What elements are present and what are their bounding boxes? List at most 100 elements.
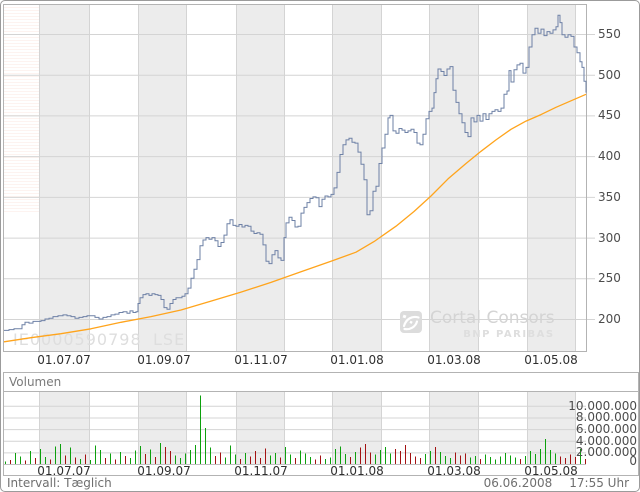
interval-label: Intervall: Tæglich: [7, 475, 112, 490]
volume-bar: [515, 457, 517, 464]
volume-bar: [385, 447, 387, 464]
volume-bar: [320, 455, 322, 464]
volume-bar: [315, 459, 317, 464]
volume-bar: [140, 445, 142, 464]
bnp-swirl-icon: [400, 311, 422, 333]
watermark-exchange: LSE: [153, 330, 186, 349]
month-band: [236, 5, 284, 351]
volume-bar: [10, 459, 12, 464]
volume-bar: [410, 452, 412, 464]
volume-bar: [190, 450, 192, 464]
volume-bar: [325, 458, 327, 464]
volume-bar: [285, 447, 287, 464]
volume-bar: [430, 451, 432, 464]
volume-bar: [275, 452, 277, 464]
volume-x-axis-label: 01.07.07: [37, 464, 91, 478]
price-x-axis-label: 01.03.08: [427, 353, 481, 367]
price-y-axis-label: 500: [598, 67, 621, 82]
volume-bar: [455, 452, 457, 464]
price-y-axis-label: 300: [598, 230, 621, 245]
volume-x-axis-label: 01.01.08: [330, 464, 384, 478]
volume-bar: [340, 446, 342, 464]
volume-bar: [255, 451, 257, 464]
brand-logo-text: Cortal Consors: [430, 308, 555, 328]
volume-bar: [550, 450, 552, 464]
volume-bars: [5, 395, 587, 464]
month-band: [429, 5, 478, 351]
volume-bar: [270, 455, 272, 464]
volume-bar: [300, 450, 302, 464]
volume-bar: [350, 457, 352, 464]
volume-bar: [220, 452, 222, 464]
volume-bar: [175, 455, 177, 464]
price-x-axis-label: 01.11.07: [234, 353, 288, 367]
volume-bar: [225, 457, 227, 464]
volume-bar: [125, 455, 127, 464]
volume-bar: [205, 427, 207, 464]
volume-bar: [5, 461, 7, 464]
volume-y-axis-label: 2.000.000: [575, 445, 637, 460]
volume-bar: [405, 444, 407, 464]
brand-logo-subtext: BNP PARIBAS: [463, 329, 555, 340]
volume-bar: [160, 443, 162, 464]
volume-y-axis-label: 10.000.000: [568, 398, 637, 413]
brand-logo-texts: Cortal Consors BNP PARIBAS: [430, 308, 555, 341]
volume-bar: [380, 450, 382, 464]
volume-bar: [290, 454, 292, 464]
month-band: [236, 392, 284, 464]
volume-bar: [230, 445, 232, 464]
volume-x-axis-label: 01.03.08: [427, 464, 481, 478]
price-x-axis-label: 01.09.07: [137, 353, 191, 367]
volume-bar: [55, 446, 57, 464]
month-band: [332, 392, 381, 464]
volume-panel-border: [3, 372, 639, 476]
status-date-time: 06.06.2008 17:55 Uhr: [484, 476, 629, 490]
volume-bar: [415, 456, 417, 464]
volume-x-axis-label: 01.05.08: [524, 464, 578, 478]
volume-bar: [425, 454, 427, 464]
volume-bar: [435, 447, 437, 464]
volume-bar: [505, 452, 507, 464]
price-y-axis-label: 350: [598, 189, 621, 204]
volume-bar: [110, 453, 112, 464]
volume-bar: [170, 451, 172, 464]
volume-bar: [145, 454, 147, 464]
volume-bar: [460, 455, 462, 464]
volume-bar: [65, 455, 67, 464]
month-band: [527, 5, 575, 351]
volume-bar: [15, 452, 17, 464]
month-band: [332, 5, 381, 351]
volume-bar: [535, 454, 537, 464]
price-y-axis-label: 400: [598, 149, 621, 164]
volume-bar: [305, 453, 307, 464]
chart-date: 06.06.2008: [483, 475, 553, 490]
month-band: [39, 5, 89, 351]
volume-bar: [185, 453, 187, 464]
chart-time: 17:55 Uhr: [569, 475, 629, 490]
volume-bar: [265, 448, 267, 464]
month-band: [138, 392, 186, 464]
volume-bar: [165, 447, 167, 464]
price-x-axis-label: 01.01.08: [330, 353, 384, 367]
volume-bar: [490, 457, 492, 464]
volume-bar: [310, 457, 312, 464]
volume-bar: [85, 454, 87, 464]
volume-bar: [420, 458, 422, 464]
volume-bar: [70, 447, 72, 464]
price-panel-border: [3, 4, 587, 352]
volume-x-axis-label: 01.09.07: [137, 464, 191, 478]
volume-y-axis-label: 8.000.000: [575, 410, 637, 425]
status-bar: Intervall: Tæglich 06.06.2008 17:55 Uhr: [3, 475, 637, 490]
volume-bar: [365, 444, 367, 464]
volume-bar: [60, 444, 62, 464]
watermark-isin: IE0000590798: [13, 330, 142, 349]
volume-bar: [200, 395, 202, 464]
volume-bar: [195, 444, 197, 464]
volume-bar: [235, 454, 237, 464]
volume-bar: [250, 456, 252, 464]
volume-bar: [105, 458, 107, 464]
volume-bar: [335, 448, 337, 464]
volume-bar: [120, 451, 122, 464]
